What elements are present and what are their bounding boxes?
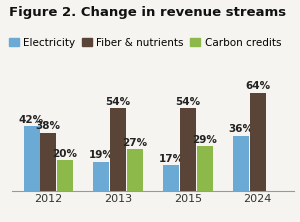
Bar — [110, 108, 126, 191]
Text: 54%: 54% — [175, 97, 200, 107]
Text: 29%: 29% — [192, 135, 217, 145]
Bar — [93, 162, 110, 191]
Text: 19%: 19% — [89, 151, 114, 161]
Bar — [57, 160, 73, 191]
Text: 17%: 17% — [159, 154, 184, 164]
Bar — [233, 136, 249, 191]
Bar — [127, 149, 143, 191]
Bar — [250, 93, 266, 191]
Bar — [40, 133, 56, 191]
Text: 38%: 38% — [36, 121, 61, 131]
Text: Figure 2. Change in revenue streams: Figure 2. Change in revenue streams — [9, 6, 286, 19]
Legend: Electricity, Fiber & nutrients, Carbon credits: Electricity, Fiber & nutrients, Carbon c… — [9, 38, 281, 48]
Text: 20%: 20% — [52, 149, 77, 159]
Text: 27%: 27% — [122, 138, 147, 148]
Bar — [196, 146, 213, 191]
Text: 54%: 54% — [106, 97, 131, 107]
Bar — [23, 126, 40, 191]
Bar — [180, 108, 196, 191]
Text: 64%: 64% — [245, 81, 270, 91]
Bar — [163, 165, 179, 191]
Text: 36%: 36% — [229, 124, 253, 134]
Text: 42%: 42% — [19, 115, 44, 125]
